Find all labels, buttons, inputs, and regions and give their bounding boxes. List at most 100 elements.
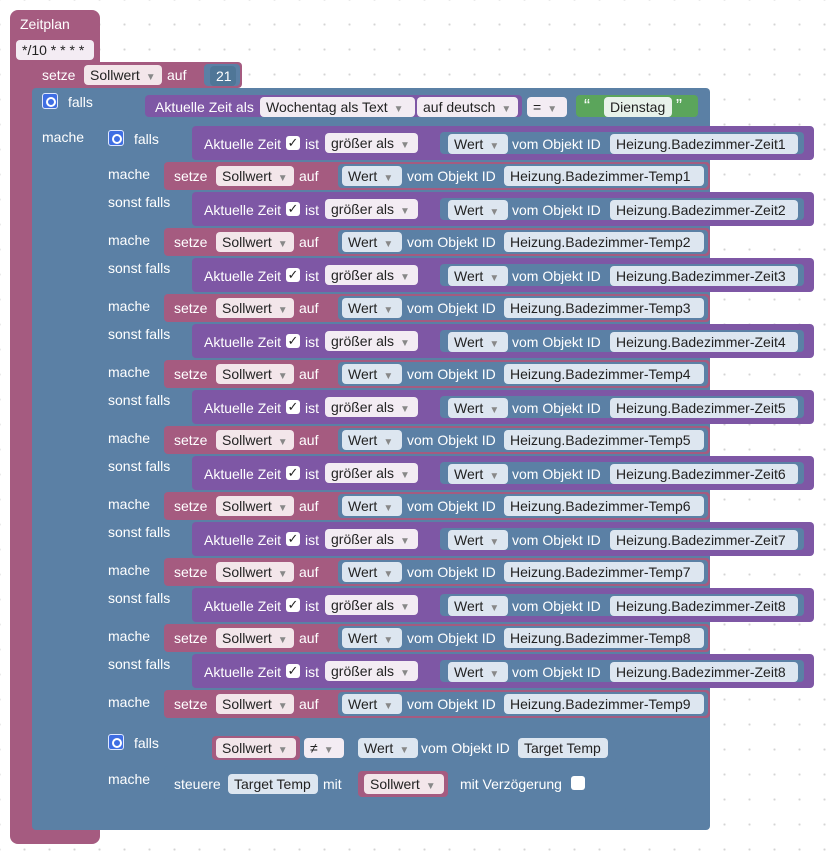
object-id-field[interactable]: Heizung.Badezimmer-Temp2 (504, 232, 704, 252)
variable-dropdown[interactable]: Sollwert ▼ (216, 496, 294, 516)
op-dropdown[interactable]: = ▼ (527, 97, 567, 117)
cond-prefix-label: Aktuelle Zeit (204, 532, 282, 548)
wert-dropdown[interactable]: Wert ▼ (342, 694, 402, 714)
wert-dropdown[interactable]: Wert ▼ (448, 134, 508, 154)
dropdown-arrow-icon: ▼ (277, 437, 288, 448)
object-id-field[interactable]: Heizung.Badezimmer-Zeit8 (610, 662, 798, 682)
checkbox-icon[interactable]: ✓ (286, 201, 300, 216)
cond-prefix-label: Aktuelle Zeit (204, 334, 282, 350)
wert-dropdown[interactable]: Wert ▼ (342, 628, 402, 648)
ist-label: ist (305, 268, 319, 284)
variable-dropdown[interactable]: Sollwert ▼ (216, 628, 294, 648)
variable-dropdown[interactable]: Sollwert ▼ (84, 65, 162, 85)
object-id-field[interactable]: Target Temp (228, 774, 318, 794)
delay-checkbox[interactable] (571, 776, 585, 790)
checkbox-icon[interactable]: ✓ (286, 663, 300, 678)
cmp-dropdown[interactable]: größer als ▼ (325, 265, 418, 285)
gear-icon[interactable] (42, 93, 58, 109)
object-id-field[interactable]: Heizung.Badezimmer-Temp9 (504, 694, 704, 714)
object-id-field[interactable]: Heizung.Badezimmer-Zeit5 (610, 398, 798, 418)
wert-dropdown[interactable]: Wert ▼ (448, 596, 508, 616)
vom-objekt-label: vom Objekt ID (512, 400, 601, 416)
wert-dropdown[interactable]: Wert ▼ (448, 464, 508, 484)
cron-field[interactable]: */10 * * * * (16, 40, 94, 60)
variable-dropdown[interactable]: Sollwert ▼ (364, 774, 444, 794)
dropdown-arrow-icon: ▼ (383, 371, 394, 382)
wert-dropdown[interactable]: Wert ▼ (448, 266, 508, 286)
checkbox-icon[interactable]: ✓ (286, 267, 300, 282)
wert-dropdown[interactable]: Wert ▼ (448, 530, 508, 550)
gear-icon[interactable] (108, 734, 124, 750)
lang-dropdown[interactable]: auf deutsch ▼ (417, 97, 518, 117)
wert-dropdown-label: Wert (348, 234, 378, 250)
wert-dropdown[interactable]: Wert ▼ (358, 738, 418, 758)
cmp-dropdown[interactable]: größer als ▼ (325, 463, 418, 483)
variable-dropdown[interactable]: Sollwert ▼ (216, 738, 296, 758)
object-id-field[interactable]: Heizung.Badezimmer-Zeit7 (610, 530, 798, 550)
wert-dropdown[interactable]: Wert ▼ (342, 232, 402, 252)
object-id-field[interactable]: Heizung.Badezimmer-Temp5 (504, 430, 704, 450)
vom-objekt-label: vom Objekt ID (512, 268, 601, 284)
number-field[interactable]: 21 (210, 66, 236, 86)
checkbox-icon[interactable]: ✓ (286, 531, 300, 546)
inner-mache-label: mache (108, 430, 151, 446)
auf-label: auf (299, 498, 319, 514)
object-id-field[interactable]: Heizung.Badezimmer-Temp7 (504, 562, 704, 582)
object-id-field[interactable]: Heizung.Badezimmer-Zeit8 (610, 596, 798, 616)
wert-dropdown[interactable]: Wert ▼ (448, 662, 508, 682)
format-dropdown[interactable]: Wochentag als Text ▼ (260, 97, 415, 117)
wert-dropdown-label: Wert (348, 432, 378, 448)
cmp-dropdown[interactable]: größer als ▼ (325, 133, 418, 153)
wert-dropdown[interactable]: Wert ▼ (342, 496, 402, 516)
wert-dropdown[interactable]: Wert ▼ (342, 166, 402, 186)
variable-dropdown[interactable]: Sollwert ▼ (216, 694, 294, 714)
string-field[interactable]: Dienstag (604, 97, 672, 117)
checkbox-icon[interactable]: ✓ (286, 135, 300, 150)
variable-dropdown[interactable]: Sollwert ▼ (216, 166, 294, 186)
checkbox-icon[interactable]: ✓ (286, 399, 300, 414)
steuere-label: steuere (174, 776, 221, 792)
checkbox-icon[interactable]: ✓ (286, 465, 300, 480)
wert-dropdown-label: Wert (348, 366, 378, 382)
object-id-field[interactable]: Heizung.Badezimmer-Zeit2 (610, 200, 798, 220)
checkbox-icon[interactable]: ✓ (286, 597, 300, 612)
wert-dropdown[interactable]: Wert ▼ (342, 430, 402, 450)
wert-dropdown[interactable]: Wert ▼ (448, 332, 508, 352)
object-id-field[interactable]: Heizung.Badezimmer-Zeit6 (610, 464, 798, 484)
wert-dropdown[interactable]: Wert ▼ (448, 200, 508, 220)
object-id-field[interactable]: Heizung.Badezimmer-Temp4 (504, 364, 704, 384)
object-id-field-label: Heizung.Badezimmer-Zeit8 (616, 598, 786, 614)
variable-dropdown[interactable]: Sollwert ▼ (216, 562, 294, 582)
cmp-dropdown[interactable]: größer als ▼ (325, 397, 418, 417)
gear-icon[interactable] (108, 130, 124, 146)
checkbox-icon[interactable]: ✓ (286, 333, 300, 348)
object-id-field[interactable]: Target Temp (518, 738, 608, 758)
auf-label: auf (299, 234, 319, 250)
wert-dropdown[interactable]: Wert ▼ (342, 298, 402, 318)
variable-dropdown[interactable]: Sollwert ▼ (216, 364, 294, 384)
variable-dropdown[interactable]: Sollwert ▼ (216, 430, 294, 450)
sonst-falls-label: sonst falls (108, 590, 171, 606)
object-id-field[interactable]: Heizung.Badezimmer-Zeit4 (610, 332, 798, 352)
sonst-falls-label: sonst falls (108, 326, 171, 342)
wert-dropdown[interactable]: Wert ▼ (342, 562, 402, 582)
object-id-field[interactable]: Heizung.Badezimmer-Zeit1 (610, 134, 798, 154)
cmp-dropdown[interactable]: größer als ▼ (325, 661, 418, 681)
dropdown-arrow-icon: ▼ (277, 569, 288, 580)
cmp-dropdown[interactable]: größer als ▼ (325, 331, 418, 351)
wert-dropdown[interactable]: Wert ▼ (342, 364, 402, 384)
cmp-dropdown[interactable]: größer als ▼ (325, 199, 418, 219)
object-id-field[interactable]: Heizung.Badezimmer-Temp1 (504, 166, 704, 186)
variable-dropdown[interactable]: Sollwert ▼ (216, 232, 294, 252)
cmp-dropdown-label: größer als (331, 267, 395, 283)
setze-label: setze (174, 234, 208, 250)
variable-dropdown[interactable]: Sollwert ▼ (216, 298, 294, 318)
wert-dropdown[interactable]: Wert ▼ (448, 398, 508, 418)
op-dropdown[interactable]: ≠ ▼ (304, 738, 344, 758)
cmp-dropdown[interactable]: größer als ▼ (325, 595, 418, 615)
cmp-dropdown[interactable]: größer als ▼ (325, 529, 418, 549)
object-id-field[interactable]: Heizung.Badezimmer-Temp3 (504, 298, 704, 318)
object-id-field[interactable]: Heizung.Badezimmer-Zeit3 (610, 266, 798, 286)
object-id-field[interactable]: Heizung.Badezimmer-Temp8 (504, 628, 704, 648)
object-id-field[interactable]: Heizung.Badezimmer-Temp6 (504, 496, 704, 516)
